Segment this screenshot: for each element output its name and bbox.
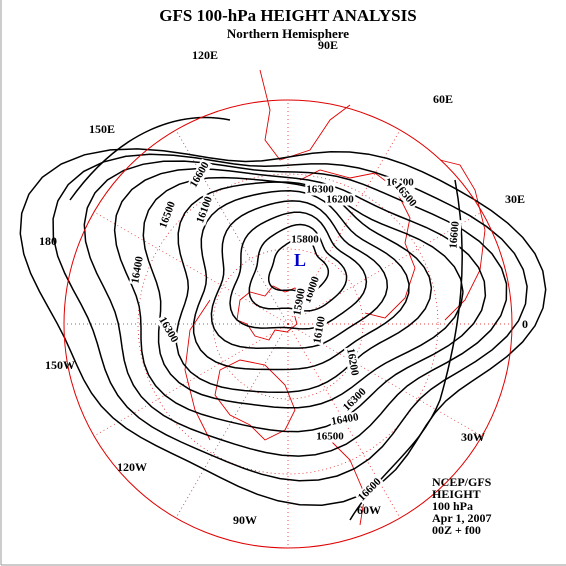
contour xyxy=(19,148,547,506)
contour-label-bg xyxy=(305,183,336,196)
longitude-label: 0 xyxy=(522,317,528,331)
coastline xyxy=(184,299,211,441)
longitude-label: 60W xyxy=(357,503,381,517)
contour-label-bg xyxy=(315,430,346,443)
contour-label: 16200 xyxy=(326,194,354,206)
coastline xyxy=(236,285,302,341)
contour-label: 16400 xyxy=(129,255,146,285)
contour-label: 15800 xyxy=(291,234,319,246)
meridian xyxy=(93,211,289,325)
info-line: NCEP/GFS xyxy=(432,475,492,489)
longitude-label: 150E xyxy=(89,122,115,136)
info-line: HEIGHT xyxy=(432,487,481,501)
contour xyxy=(52,153,528,482)
info-line: Apr 1, 2007 xyxy=(432,511,491,525)
coastline xyxy=(214,359,296,441)
meridian xyxy=(287,323,483,437)
longitude-label: 30W xyxy=(461,430,485,444)
contour-label-bg xyxy=(311,313,329,346)
info-line: 00Z + f00 xyxy=(432,523,481,537)
contour-label-bg xyxy=(339,384,370,415)
labels: 90E 60E 30E 0 30W 60W 90W 120W 150W 180 150E 120E 16… xyxy=(39,38,528,537)
contour-label: 16600 xyxy=(188,159,212,189)
contour-label-bg xyxy=(155,313,182,346)
longitude-label: 150W xyxy=(45,358,75,372)
contour-label-bg xyxy=(187,158,213,191)
contour xyxy=(349,179,463,521)
title: GFS 100-hPa HEIGHT ANALYSIS xyxy=(159,6,416,25)
contour xyxy=(83,160,508,457)
coastline xyxy=(439,159,486,321)
contour xyxy=(69,116,231,201)
map-boundary xyxy=(63,99,513,549)
meridian xyxy=(175,323,289,519)
coastlines xyxy=(184,69,486,526)
coastline xyxy=(299,169,416,319)
contour-label: 16300 xyxy=(306,184,334,196)
longitude-label: 120W xyxy=(117,460,147,474)
parallel xyxy=(212,248,364,400)
info-line: 100 hPa xyxy=(432,499,473,513)
meridian xyxy=(175,129,289,325)
contour-label: 16500 xyxy=(157,199,178,229)
meridian xyxy=(287,129,401,325)
contour-label-bg xyxy=(329,410,361,429)
contour-label: 15900 xyxy=(291,287,308,317)
contour-label-bg xyxy=(391,179,420,211)
contour-label-bg xyxy=(193,193,216,226)
contour-label-bg xyxy=(354,474,385,505)
longitude-label: 90E xyxy=(318,38,338,52)
contour xyxy=(192,190,410,371)
low-marker: L xyxy=(294,250,306,270)
parallel xyxy=(137,173,439,475)
longitude-label: 60E xyxy=(433,92,453,106)
subtitle: Northern Hemisphere xyxy=(227,26,349,41)
contour-label-bg xyxy=(156,198,179,231)
contour-label: 16500 xyxy=(316,431,344,443)
longitude-label: 30E xyxy=(505,192,525,206)
contour-label: 16100 xyxy=(194,194,215,224)
contour-label-bg xyxy=(343,346,362,378)
contour-label: 16100 xyxy=(311,315,328,345)
longitude-label: 180 xyxy=(39,234,57,248)
longitude-label: 90W xyxy=(233,513,257,527)
coastline xyxy=(259,69,351,161)
contour-label: 16600 xyxy=(447,220,461,249)
contour-label-bg xyxy=(447,219,462,251)
contour-label: 16400 xyxy=(330,411,360,428)
meridian xyxy=(93,323,289,437)
contour-label: 16200 xyxy=(344,347,361,377)
contour-label-bg xyxy=(325,193,356,206)
contour-label-bg xyxy=(290,233,321,246)
contour-label-bg xyxy=(291,285,309,318)
longitude-label: 120E xyxy=(192,48,218,62)
graticule xyxy=(64,100,512,548)
contour-label-bg xyxy=(129,253,147,286)
coastline xyxy=(329,439,366,526)
contour xyxy=(210,200,389,349)
meridian xyxy=(287,211,483,325)
